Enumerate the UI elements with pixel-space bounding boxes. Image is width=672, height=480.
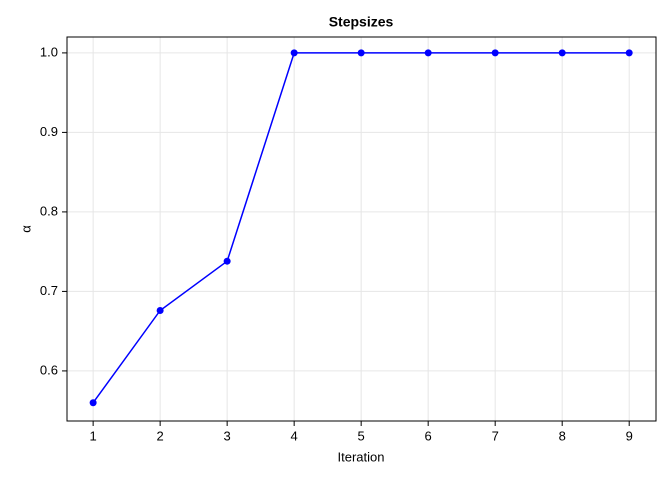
x-axis-label: Iteration <box>338 449 385 464</box>
marker <box>89 399 97 407</box>
x-tick-label: 9 <box>626 428 633 443</box>
y-axis-label: α <box>18 225 33 233</box>
x-tick-label: 5 <box>358 428 365 443</box>
x-tick-label: 1 <box>90 428 97 443</box>
y-tick-label: 0.6 <box>40 362 58 377</box>
chart-title: Stepsizes <box>329 14 394 30</box>
marker <box>357 49 365 57</box>
marker <box>223 257 231 265</box>
x-tick-label: 2 <box>157 428 164 443</box>
y-tick-label: 0.9 <box>40 124 58 139</box>
marker <box>156 306 164 314</box>
y-tick-label: 1.0 <box>40 44 58 59</box>
x-tick-label: 3 <box>224 428 231 443</box>
marker <box>558 49 566 57</box>
x-tick-label: 4 <box>291 428 298 443</box>
x-tick-label: 7 <box>492 428 499 443</box>
x-tick-label: 8 <box>559 428 566 443</box>
marker <box>424 49 432 57</box>
plot-frame <box>66 36 657 422</box>
y-tick-label: 0.8 <box>40 203 58 218</box>
marker <box>491 49 499 57</box>
marker <box>290 49 298 57</box>
y-tick-label: 0.7 <box>40 283 58 298</box>
x-tick-label: 6 <box>425 428 432 443</box>
marker <box>625 49 633 57</box>
